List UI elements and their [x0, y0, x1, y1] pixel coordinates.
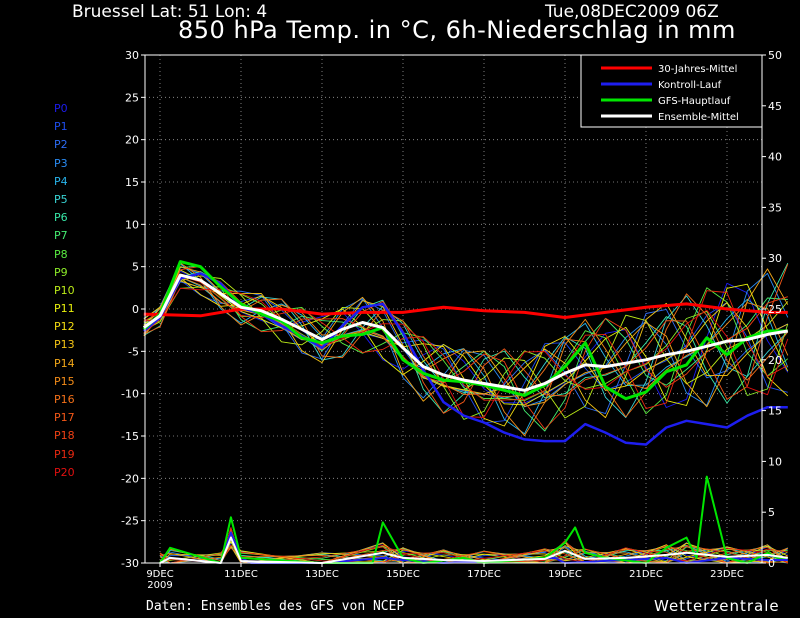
y-left-tick-label: -15: [121, 430, 139, 443]
precip-line: [159, 536, 788, 564]
y-right-tick-label: 15: [768, 405, 782, 418]
series-line: [143, 302, 788, 319]
y-right-tick-label: 10: [768, 455, 782, 468]
y-right-tick-label: 30: [768, 252, 782, 265]
ensemble-member-label: P0: [54, 102, 68, 115]
y-left-tick-label: 15: [125, 176, 139, 189]
ensemble-member-line: [143, 280, 788, 419]
y-right-tick-label: 35: [768, 201, 782, 214]
ensemble-member-label: P15: [54, 374, 75, 388]
axis-ticks: 302520151050-5-10-15-20-25-3050454035302…: [121, 49, 782, 591]
ensemble-member-line: [143, 265, 788, 432]
x-tick-sublabel: 2009: [147, 580, 172, 591]
y-right-tick-label: 40: [768, 151, 782, 164]
y-right-tick-label: 5: [768, 506, 775, 519]
x-tick-label: 9DEC: [146, 569, 173, 580]
ensemble-member-line: [143, 270, 789, 408]
ensemble-member-label: P6: [54, 211, 68, 225]
legend-label: Ensemble-Mittel: [658, 112, 739, 123]
ensemble-member-label: P19: [54, 447, 75, 461]
ensemble-member-label: P5: [54, 192, 68, 206]
x-tick-label: 13DEC: [305, 569, 339, 580]
x-tick-label: 17DEC: [467, 569, 501, 580]
ensemble-member-label: P2: [54, 138, 68, 152]
ensemble-member-label: P13: [54, 338, 75, 352]
x-tick-label: 11DEC: [224, 569, 258, 580]
legend-label: Kontroll-Lauf: [658, 80, 722, 91]
ensemble-member-label: P16: [54, 393, 75, 406]
ensemble-member-label: P12: [54, 320, 75, 334]
y-left-tick-label: 0: [132, 303, 139, 316]
series-legend: 30-Jahres-Mittel Kontroll-Lauf GFS-Hauptla…: [580, 54, 763, 128]
ensemble-member-label: P20: [54, 465, 75, 479]
ensemble-member-line: [143, 265, 788, 430]
main-series-lines: [142, 260, 789, 446]
y-left-tick-label: 25: [125, 91, 139, 104]
ensemble-member-label: P9: [54, 265, 68, 279]
chart-title: 850 hPa Temp. in °C, 6h-Niederschlag in …: [178, 16, 736, 44]
y-left-tick-label: 5: [132, 261, 139, 274]
y-right-tick-label: 50: [768, 49, 782, 62]
ensemble-member-precip-line: [159, 542, 789, 564]
precipitation-lines: [159, 475, 788, 564]
x-tick-label: 21DEC: [629, 569, 663, 580]
brand-label: Wetterzentrale: [654, 597, 780, 615]
ensemble-member-label: P18: [54, 429, 75, 443]
ensemble-member-label: P8: [54, 247, 68, 261]
ensemble-member-label: P17: [54, 411, 75, 425]
run-date-label: Tue,08DEC2009 06Z: [545, 2, 719, 22]
ensemble-member-label: P14: [54, 356, 75, 370]
ensemble-member-label: P3: [54, 156, 68, 170]
ensemble-member-line: [143, 281, 789, 415]
ensemble-member-label: P4: [54, 174, 68, 188]
data-source-label: Daten: Ensembles des GFS von NCEP: [146, 599, 405, 614]
y-right-tick-label: 20: [768, 354, 782, 367]
ensemble-member-line: [143, 269, 789, 406]
ensemble-member-line: [143, 279, 788, 424]
y-left-tick-label: 30: [125, 49, 139, 62]
legend-label: GFS-Hauptlauf: [658, 96, 731, 107]
y-left-tick-label: -20: [121, 472, 139, 485]
x-tick-label: 15DEC: [386, 569, 420, 580]
y-left-tick-label: -10: [121, 388, 139, 401]
ensemble-member-label: P10: [54, 283, 75, 297]
y-left-tick-label: 10: [125, 218, 139, 231]
y-left-tick-label: -25: [121, 515, 139, 528]
ensemble-member-precip-line: [159, 527, 788, 564]
location-label: Bruessel Lat: 51 Lon: 4: [72, 2, 268, 22]
ensemble-member-legend: P0 P1 P2 P3 P4 P5 P6 P7 P8 P9 P10 P11 P12 P13 P14 P15 P1…: [54, 100, 75, 482]
y-right-tick-label: 45: [768, 100, 782, 113]
x-tick-label: 19DEC: [548, 569, 582, 580]
x-tick-label: 23DEC: [710, 569, 744, 580]
precip-line: [159, 531, 788, 564]
series-line: [142, 273, 789, 392]
legend-label: 30-Jahres-Mittel: [658, 64, 737, 75]
y-left-tick-label: -5: [128, 345, 139, 358]
y-left-tick-label: 20: [125, 134, 139, 147]
ensemble-member-label: P11: [54, 302, 75, 316]
ensemble-member-label: P7: [54, 229, 68, 243]
precip-line: [159, 475, 788, 564]
ensemble-member-label: P1: [54, 120, 68, 134]
y-right-tick-label: 0: [768, 557, 775, 570]
y-right-tick-label: 25: [768, 303, 782, 316]
y-left-tick-label: -30: [121, 557, 139, 570]
ensemble-member-line: [143, 275, 789, 410]
